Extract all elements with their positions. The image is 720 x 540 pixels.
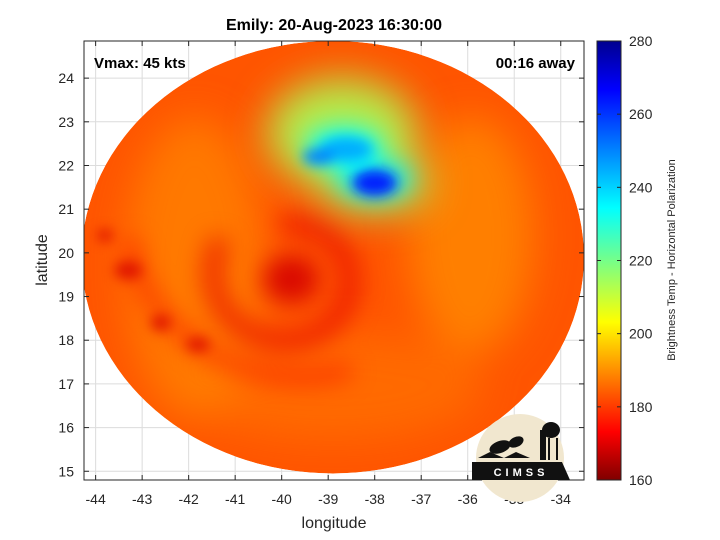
time-away-annotation: 00:16 away: [496, 55, 576, 72]
swath-image: [84, 41, 584, 474]
axis-ticks: -44-43-42-41-40-39-38-37-36-35-341516171…: [58, 41, 584, 507]
chart-title: Emily: 20-Aug-2023 16:30:00: [226, 17, 442, 34]
colorbar: 280 260 240 220 200 180 160 Brightness Temp - …: [596, 33, 678, 488]
y-tick-label: 16: [58, 420, 74, 436]
y-tick-label: 23: [58, 114, 74, 130]
x-tick-label: -44: [86, 491, 106, 507]
coldest-core: [352, 169, 397, 196]
x-tick-label: -34: [551, 491, 571, 507]
brightness-swath: [84, 41, 584, 474]
y-tick-label: 19: [58, 289, 74, 305]
x-tick-label: -42: [179, 491, 199, 507]
colorbar-tick-label: 220: [629, 253, 653, 269]
y-tick-label: 21: [58, 201, 74, 217]
cold-band-west: [302, 148, 335, 165]
x-tick-label: -41: [225, 491, 245, 507]
x-tick-label: -40: [272, 491, 292, 507]
x-tick-label: -37: [411, 491, 431, 507]
y-tick-label: 15: [58, 463, 74, 479]
colorbar-ticks: 280 260 240 220 200 180 160: [597, 33, 653, 488]
plot-area: -44-43-42-41-40-39-38-37-36-35-341516171…: [58, 40, 585, 507]
colorbar-tick-label: 200: [629, 326, 653, 342]
vmax-annotation: Vmax: 45 kts: [94, 55, 186, 72]
colorbar-label: Brightness Temp - Horizontal Polarizatio…: [666, 159, 678, 361]
x-tick-label: -36: [458, 491, 478, 507]
y-tick-label: 18: [58, 332, 74, 348]
y-tick-label: 17: [58, 376, 74, 392]
x-axis-label: longitude: [302, 515, 367, 532]
y-tick-label: 20: [58, 245, 74, 261]
colorbar-tick-label: 280: [629, 33, 653, 49]
y-axis-label: latitude: [34, 234, 51, 286]
x-tick-label: -39: [318, 491, 338, 507]
colorbar-tick-label: 260: [629, 106, 653, 122]
logo-text: CIMSS: [494, 467, 549, 479]
cimss-logo: CIMSS: [472, 414, 570, 502]
colorbar-tick-label: 240: [629, 179, 653, 195]
y-tick-label: 24: [58, 70, 74, 86]
cold-cloud-region: [267, 78, 430, 213]
plot-frame: [83, 40, 585, 481]
x-tick-label: -43: [132, 491, 152, 507]
storm-center: [262, 255, 319, 304]
y-tick-label: 22: [58, 157, 74, 173]
colorbar-tick-label: 160: [629, 472, 653, 488]
x-tick-label: -38: [365, 491, 385, 507]
colorbar-tick-label: 180: [629, 399, 653, 415]
